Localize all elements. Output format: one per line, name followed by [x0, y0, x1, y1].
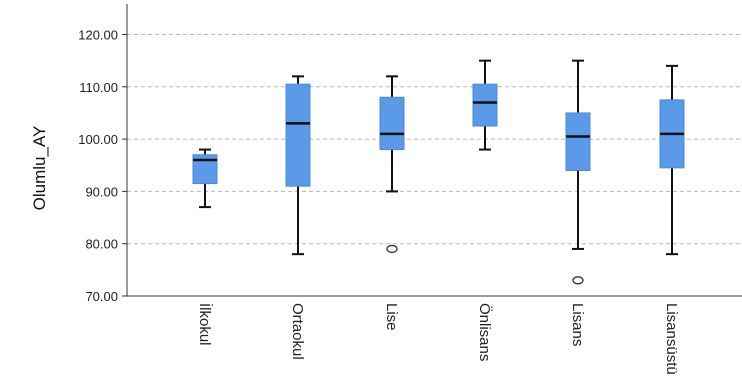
box-6 — [659, 64, 685, 256]
y-tick-label: 110.00 — [79, 80, 118, 95]
box-3 — [379, 75, 405, 254]
x-tick-label: Önlisans — [476, 303, 494, 361]
y-axis-label: Olumlu_AY — [30, 126, 49, 211]
iqr-box — [565, 112, 591, 171]
x-tick-label: Lise — [383, 303, 400, 331]
box-2 — [285, 75, 311, 256]
x-tick-label: İlkokul — [196, 303, 214, 346]
boxes — [192, 59, 685, 285]
box-5 — [565, 59, 591, 285]
axes — [122, 4, 742, 297]
iqr-box — [285, 83, 311, 187]
y-tick-label: 80.00 — [85, 237, 118, 252]
x-tick-label: Lisans — [569, 303, 586, 346]
box-1 — [192, 148, 218, 209]
iqr-box — [472, 83, 498, 127]
iqr-box — [379, 96, 405, 151]
y-tick-labels: 70.00 80.00 90.00 100.00 110.00 120.00 — [78, 28, 118, 305]
box-4 — [472, 59, 498, 151]
x-tick-label: Lisansüstü — [663, 303, 680, 375]
y-tick-label: 90.00 — [85, 184, 118, 199]
x-tick-labels: İlkokul Ortaokul Lise Önlisans Lisans Lisansü… — [196, 303, 680, 375]
y-tick-label: 120.00 — [78, 28, 118, 43]
x-tick-label: Ortaokul — [289, 303, 306, 360]
outlier-point — [572, 276, 584, 285]
grid-lines — [127, 34, 742, 245]
outlier-point — [386, 244, 398, 254]
y-tick-label: 100.00 — [78, 132, 118, 147]
y-tick-label: 70.00 — [85, 289, 118, 304]
